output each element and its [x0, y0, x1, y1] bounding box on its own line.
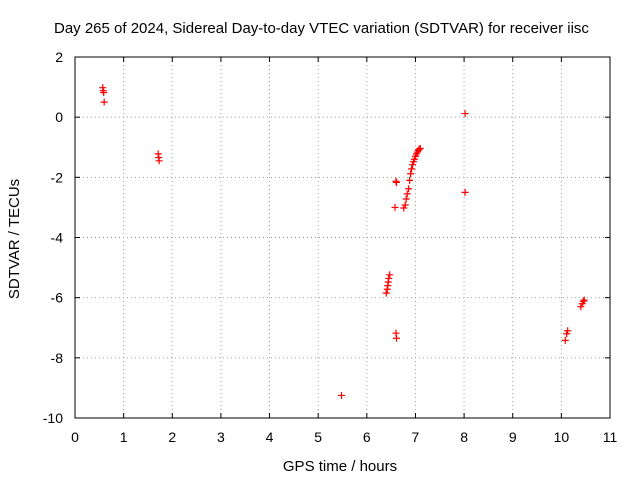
x-tick-label: 2: [168, 429, 176, 445]
sdtvar-point: [406, 176, 414, 184]
grid-layer: [75, 57, 610, 418]
sdtvar-point: [561, 336, 569, 344]
x-tick-label: 3: [217, 429, 225, 445]
sdtvar-point: [155, 157, 163, 165]
sdtvar-point: [408, 165, 416, 173]
sdtvar-point: [461, 110, 469, 118]
x-tick-label: 1: [120, 429, 128, 445]
tick-layer: 0 1 2 3 4 5 6 7 8 9 10 11 -10 -8 -6 -4 -2 0 2: [43, 49, 618, 445]
sdtvar-point: [338, 391, 346, 399]
sdtvar-point: [392, 334, 400, 342]
y-tick-label: -6: [51, 290, 64, 306]
x-tick-label: 5: [314, 429, 322, 445]
sdtvar-point: [563, 330, 571, 338]
x-tick-label: 6: [363, 429, 371, 445]
sdtvar-point: [401, 201, 409, 209]
sdtvar-point: [407, 170, 415, 178]
sdtvar-point: [403, 190, 411, 198]
y-tick-label: -10: [43, 410, 63, 426]
x-tick-label: 7: [412, 429, 420, 445]
y-tick-label: 0: [55, 109, 63, 125]
x-tick-label: 9: [509, 429, 517, 445]
sdtvar-point: [577, 303, 585, 311]
sdtvar-point: [564, 327, 572, 335]
sdtvar-point: [580, 296, 588, 304]
x-tick-label: 8: [460, 429, 468, 445]
sdtvar-point: [402, 195, 410, 203]
sdtvar-point: [409, 161, 417, 169]
sdtvar-point: [382, 289, 390, 297]
y-tick-label: -2: [51, 169, 64, 185]
y-tick-label: 2: [55, 49, 63, 65]
y-axis-label: SDTVAR / TECUs: [6, 179, 23, 299]
sdtvar-point: [579, 297, 587, 305]
x-tick-label: 10: [554, 429, 570, 445]
sdtvar-point: [415, 145, 423, 153]
sdtvar-point: [386, 271, 394, 279]
y-tick-label: -8: [51, 350, 64, 366]
sdtvar-point: [100, 88, 108, 96]
sdtvar-point: [416, 144, 424, 152]
chart-title: Day 265 of 2024, Sidereal Day-to-day VTE…: [54, 20, 589, 37]
sdtvar-point: [410, 155, 418, 163]
sdtvar-point: [400, 204, 408, 212]
sdtvar-point: [461, 188, 469, 196]
x-tick-label: 11: [603, 429, 618, 445]
sdtvar-point: [385, 274, 393, 282]
data-points-layer: [99, 84, 588, 399]
x-tick-label: 0: [71, 429, 79, 445]
x-axis-label: GPS time / hours: [283, 458, 397, 475]
x-tick-label: 4: [266, 429, 274, 445]
sdtvar-point: [100, 98, 108, 106]
sdtvar-point: [391, 203, 399, 211]
y-tick-label: -4: [51, 230, 64, 246]
sdtvar-point: [392, 178, 400, 186]
sdtvar-point: [405, 185, 413, 193]
